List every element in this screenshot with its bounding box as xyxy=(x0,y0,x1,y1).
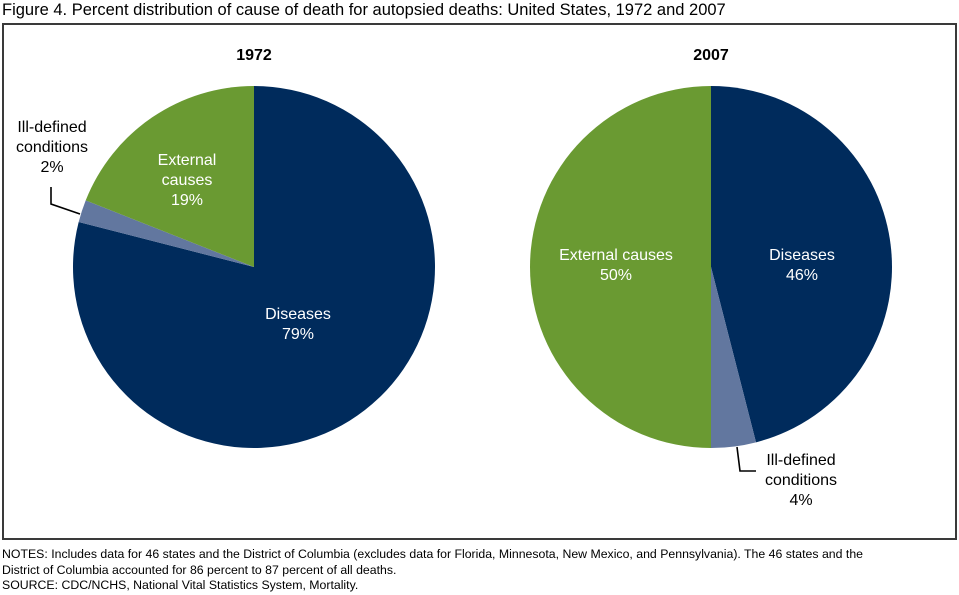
leader-line-2007 xyxy=(736,446,756,472)
label-text: Ill-defined xyxy=(766,452,836,469)
label-value: 19% xyxy=(170,192,204,209)
chart-frame xyxy=(2,23,957,540)
notes-line: District of Columbia accounted for 86 pe… xyxy=(2,562,397,577)
source-line: SOURCE: CDC/NCHS, National Vital Statist… xyxy=(2,578,359,592)
notes-line: NOTES: Includes data for 46 states and t… xyxy=(2,547,863,561)
pie-title-1972: 1972 xyxy=(236,47,272,64)
slice-2007-external xyxy=(530,86,711,448)
label-text: conditions xyxy=(15,139,89,156)
label-2007-ill-defined: Ill-defined conditions 4% xyxy=(754,451,848,511)
label-text: causes xyxy=(161,172,213,189)
label-value: 4% xyxy=(789,492,813,509)
slice-1972-ill-defined xyxy=(78,200,254,267)
slice-1972-diseases xyxy=(73,86,436,449)
label-text: Diseases xyxy=(265,306,331,323)
pie-2007 xyxy=(530,86,892,472)
label-value: 2% xyxy=(40,159,64,176)
label-value: 50% xyxy=(599,267,633,284)
slice-2007-ill-defined xyxy=(711,267,757,448)
label-1972-ill-defined: Ill-defined conditions 2% xyxy=(10,118,94,178)
label-text: Ill-defined xyxy=(17,119,87,136)
label-value: 79% xyxy=(281,326,315,343)
label-text: conditions xyxy=(764,472,838,489)
figure-notes: NOTES: Includes data for 46 states and t… xyxy=(2,547,957,594)
slice-1972-external xyxy=(85,86,255,267)
label-value: 46% xyxy=(785,267,819,284)
label-1972-diseases: Diseases 79% xyxy=(248,305,348,345)
pie-title-2007: 2007 xyxy=(693,47,729,64)
label-text: External causes xyxy=(559,247,673,264)
figure-title: Figure 4. Percent distribution of cause … xyxy=(2,1,726,19)
label-1972-external: External causes 19% xyxy=(142,151,232,211)
label-text: External xyxy=(157,152,217,169)
label-text: Diseases xyxy=(769,247,835,264)
label-2007-external: External causes 50% xyxy=(542,246,690,286)
label-2007-diseases: Diseases 46% xyxy=(752,246,852,286)
slice-2007-diseases xyxy=(711,86,892,443)
leader-line-1972 xyxy=(50,187,81,215)
pie-1972 xyxy=(50,86,436,449)
